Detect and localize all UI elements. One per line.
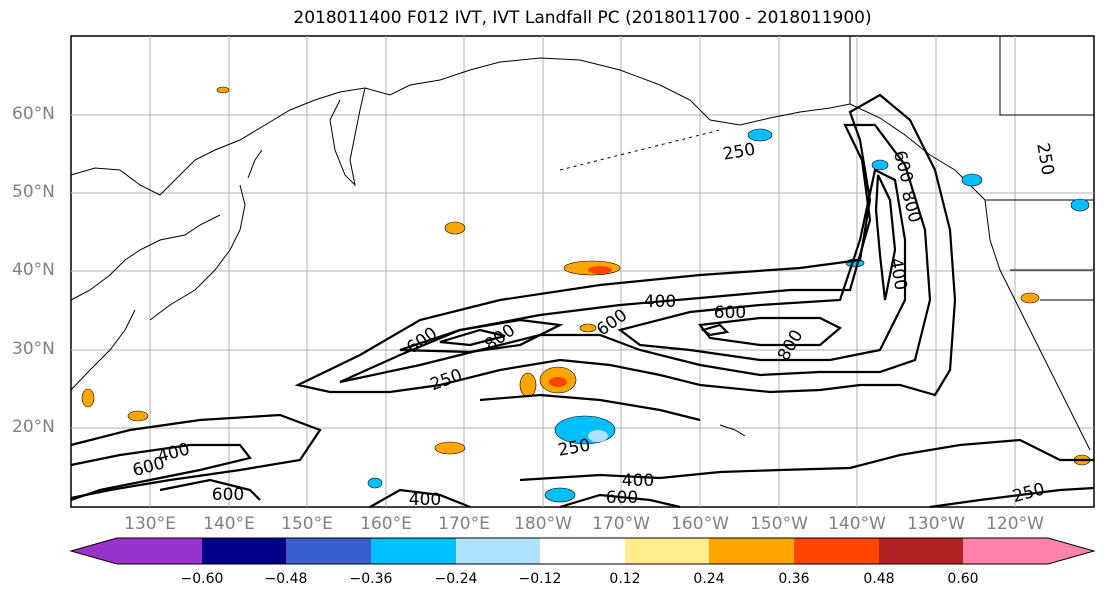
- ivt-contours: [70, 93, 1095, 509]
- lon-label: 150°W: [750, 514, 808, 534]
- lon-label: 170°E: [438, 514, 490, 534]
- colorbar-tick: 0.12: [609, 571, 641, 587]
- colorbar-tick: −0.36: [349, 571, 393, 587]
- lat-label: 50°N: [12, 182, 55, 202]
- lon-label: 160°E: [360, 514, 412, 534]
- lon-label: 180°W: [514, 514, 572, 534]
- contour-label-c600-bottom: 600: [212, 485, 244, 505]
- contour-label-c600-mid: 600: [714, 303, 746, 323]
- colorbar-tick: 0.48: [863, 571, 895, 587]
- colorbar: [69, 537, 1096, 565]
- lon-label: 140°E: [203, 514, 255, 534]
- pc-patches: [81, 86, 1091, 503]
- lon-label: 170°W: [592, 514, 650, 534]
- colorbar-tick: 0.36: [778, 571, 810, 587]
- lat-label: 20°N: [12, 417, 55, 437]
- colorbar-extend-high: [1048, 538, 1094, 564]
- lon-label: 130°E: [124, 514, 176, 534]
- contour-label-c400-bottom: 400: [409, 490, 441, 510]
- colorbar-tick: −0.60: [180, 571, 224, 587]
- coastlines: [70, 36, 1094, 451]
- lon-label: 120°W: [986, 514, 1044, 534]
- lat-label: 30°N: [12, 339, 55, 359]
- colorbar-tick: 0.24: [693, 571, 725, 587]
- lon-label: 150°E: [281, 514, 333, 534]
- colorbar-extend-low: [71, 538, 117, 564]
- gridlines: [71, 36, 1094, 507]
- colorbar-tick: −0.12: [518, 571, 562, 587]
- lon-label: 140°W: [828, 514, 886, 534]
- map-title: 2018011400 F012 IVT, IVT Landfall PC (20…: [293, 8, 872, 28]
- colorbar-tick: 0.60: [947, 571, 979, 587]
- colorbar-tick: −0.24: [434, 571, 478, 587]
- contour-label-c400-s: 400: [622, 471, 654, 491]
- contour-label-c400-mid: 400: [644, 292, 676, 312]
- lat-label: 40°N: [12, 260, 55, 280]
- lon-label: 130°W: [907, 514, 965, 534]
- contour-label-c600-s: 600: [606, 488, 638, 508]
- lat-label: 60°N: [12, 104, 55, 124]
- colorbar-tick: −0.48: [264, 571, 308, 587]
- lon-label: 160°W: [671, 514, 729, 534]
